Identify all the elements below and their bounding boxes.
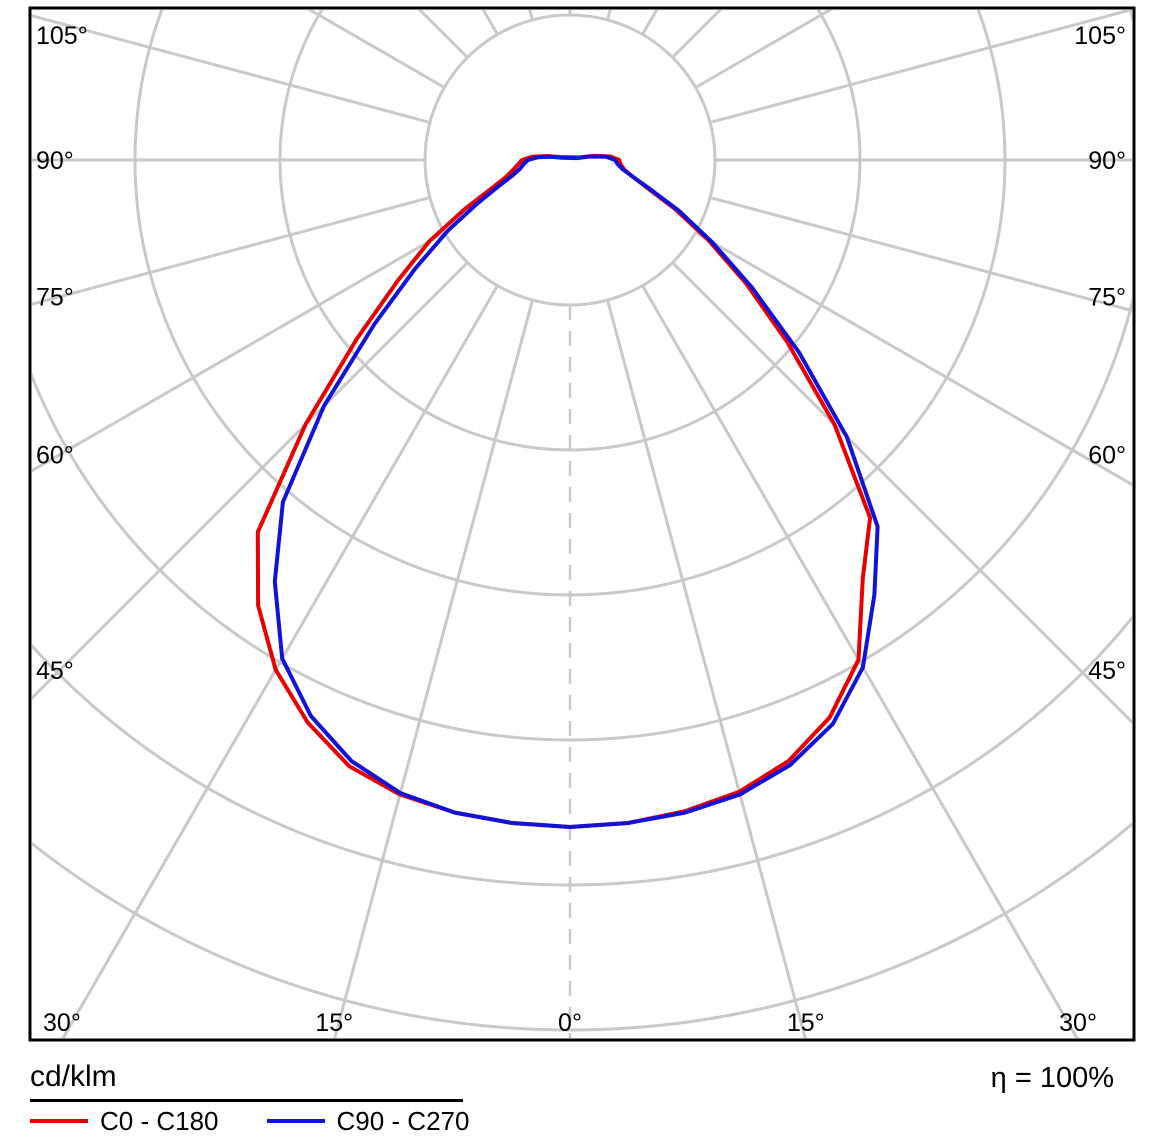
angle-tick-label: 60°: [36, 441, 74, 469]
angle-tick-label: 60°: [1088, 441, 1126, 469]
angle-tick-label: 45°: [36, 657, 74, 685]
grid-ray: [709, 196, 1132, 313]
angle-tick-label: 90°: [1088, 147, 1126, 175]
angle-tick-label: 75°: [36, 284, 74, 312]
legend: C0 - C180 C90 - C270: [30, 1107, 517, 1135]
legend-label-c0-c180: C0 - C180: [100, 1106, 219, 1136]
legend-swatch-blue-line: [266, 1119, 325, 1123]
angle-tick-label: 15°: [315, 1009, 353, 1037]
grid-ray: [709, 10, 1132, 124]
legend-swatch-red-line: [30, 1119, 88, 1123]
angle-tick-label: 0°: [558, 1009, 582, 1037]
grid-ring: [32, 10, 1132, 742]
grid-ray: [641, 284, 1079, 1038]
angle-labels: 0° 15° 15° 30° 30° 45° 45° 60° 60° 75° 75° 90° 90° 10…: [36, 22, 1126, 1037]
angle-tick-label: 105°: [1074, 22, 1126, 50]
legend-label-c90-c270: C90 - C270: [336, 1106, 470, 1136]
polar-chart: 0° 15° 15° 30° 30° 45° 45° 60° 60° 75° 75° 90° 90° 10…: [28, 6, 1136, 1042]
grid-ray: [606, 299, 807, 1038]
grid-ray: [61, 284, 499, 1038]
chart-frame: [28, 6, 1136, 1042]
legend-item-c90-c270: C90 - C270: [266, 1106, 470, 1136]
grid-ray: [32, 196, 431, 306]
grid-ray: [528, 10, 534, 21]
grid-ring: [32, 615, 1132, 887]
angle-tick-label: 30°: [1059, 1009, 1097, 1037]
angle-tick-label: 45°: [1088, 657, 1126, 685]
angle-tick-label: 15°: [787, 1009, 825, 1037]
curve-c0-c180: [255, 153, 873, 829]
curve-c90-c270: [272, 154, 880, 829]
unit-label: cd/klm: [30, 1060, 117, 1093]
angle-tick-label: 75°: [1088, 284, 1126, 312]
grid-ray: [671, 261, 1132, 725]
grid-ray: [32, 14, 431, 124]
angle-tick-label: 30°: [43, 1009, 81, 1037]
grid-ray: [32, 261, 469, 701]
legend-item-c0-c180: C0 - C180: [30, 1107, 219, 1135]
grid-ring: [32, 821, 1132, 1032]
grid-ring: [133, 10, 1007, 597]
angle-tick-label: 90°: [36, 147, 74, 175]
angle-tick-label: 105°: [36, 22, 88, 50]
intensity-curves: [255, 153, 880, 829]
legend-divider: [30, 1099, 463, 1102]
grid-ring: [278, 10, 862, 452]
efficiency-label: η = 100%: [990, 1062, 1114, 1094]
grid-ray: [606, 10, 612, 21]
grid-ray: [694, 231, 1132, 487]
grid-ring: [423, 13, 717, 307]
grid-ray: [32, 231, 446, 473]
grid-ray: [333, 299, 534, 1038]
